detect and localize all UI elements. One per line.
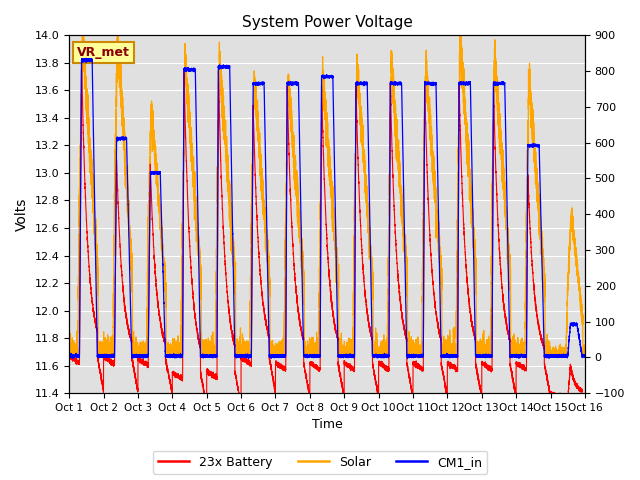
Text: VR_met: VR_met xyxy=(77,46,130,59)
Legend: 23x Battery, Solar, CM1_in: 23x Battery, Solar, CM1_in xyxy=(153,451,487,474)
Y-axis label: Volts: Volts xyxy=(15,198,29,231)
X-axis label: Time: Time xyxy=(312,419,342,432)
Title: System Power Voltage: System Power Voltage xyxy=(241,15,412,30)
